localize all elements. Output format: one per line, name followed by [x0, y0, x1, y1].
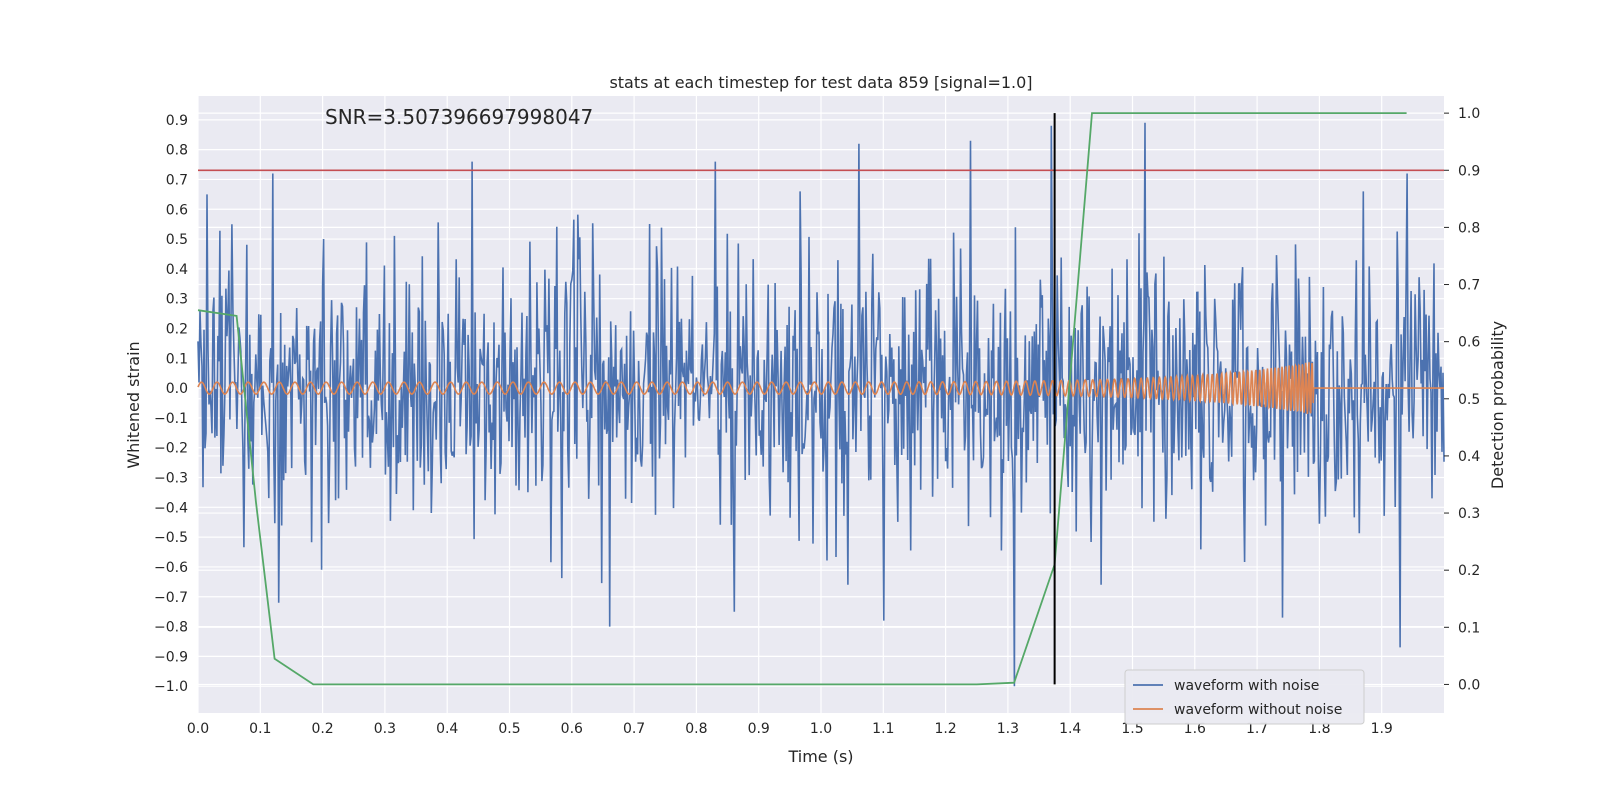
x-tick-label: 1.7: [1246, 721, 1268, 737]
y-left-tick-label: 0.0: [166, 381, 188, 397]
x-tick-label: 1.1: [872, 721, 894, 737]
y-right-tick-label: 0.8: [1458, 220, 1480, 236]
y-left-tick-label: −0.3: [154, 471, 188, 487]
y-axis-right-label: Detection probability: [1488, 321, 1507, 489]
y-right-tick-label: 0.5: [1458, 392, 1480, 408]
series-detection-probability: [197, 112, 1407, 686]
x-tick-label: 0.9: [748, 721, 770, 737]
legend-box: [1124, 669, 1365, 725]
x-tick-label: 1.8: [1308, 721, 1330, 737]
x-tick-label: 0.0: [187, 721, 209, 737]
chart-title: stats at each timestep for test data 859…: [609, 73, 1032, 92]
y-right-tick-label: 0.3: [1458, 506, 1480, 522]
series-waveform-without-noise: [197, 362, 1444, 414]
y-left-tick-label: 0.4: [166, 262, 188, 278]
x-axis-ticks: 0.0 0.1 0.2 0.3 0.4 0.5 0.6 0.7 0.8 0.9 1.0 1.1 1.2 1…: [187, 721, 1393, 737]
x-tick-label: 0.7: [623, 721, 645, 737]
y-left-tick-label: 0.6: [166, 202, 188, 218]
y-right-tick-label: 0.9: [1458, 163, 1480, 179]
y-right-tick-label: 0.2: [1458, 563, 1480, 579]
y-left-tick-label: −0.7: [154, 590, 188, 606]
y-left-tick-label: −0.6: [154, 560, 188, 576]
x-tick-label: 0.4: [436, 721, 458, 737]
y-axis-left-label: Whitened strain: [124, 341, 143, 468]
y-left-tick-label: −0.9: [154, 649, 188, 665]
x-tick-label: 1.5: [1121, 721, 1143, 737]
legend: waveform with noise waveform without noi…: [1124, 669, 1365, 725]
x-tick-label: 0.3: [374, 721, 396, 737]
y-right-tick-label: 0.4: [1458, 449, 1480, 465]
x-tick-label: 1.6: [1184, 721, 1206, 737]
snr-annotation: SNR=3.507396697998047: [325, 105, 593, 129]
y-right-tick-label: 1.0: [1458, 106, 1480, 122]
y-left-tick-label: −0.5: [154, 530, 188, 546]
y-axis-left-ticks: 0.9 0.8 0.7 0.6 0.5 0.4 0.3 0.2 0.1 0.0 −0.1 −0.2 −0…: [154, 113, 188, 695]
y-right-tick-label: 0.7: [1458, 278, 1480, 294]
y-left-tick-label: 0.7: [166, 172, 188, 188]
x-tick-label: 1.0: [810, 721, 832, 737]
legend-label-clean: waveform without noise: [1174, 702, 1342, 718]
x-tick-label: 1.9: [1371, 721, 1393, 737]
x-tick-label: 0.6: [561, 721, 583, 737]
y-right-tick-label: 0.0: [1458, 677, 1480, 693]
y-left-tick-label: 0.3: [166, 292, 188, 308]
x-tick-label: 1.4: [1059, 721, 1081, 737]
y-left-tick-label: 0.1: [166, 351, 188, 367]
x-tick-label: 0.1: [249, 721, 271, 737]
x-tick-label: 0.8: [685, 721, 707, 737]
y-left-tick-label: −0.8: [154, 620, 188, 636]
x-tick-label: 1.3: [997, 721, 1019, 737]
y-right-tick-label: 0.6: [1458, 335, 1480, 351]
x-tick-label: 0.5: [498, 721, 520, 737]
y-right-tick-label: 0.1: [1458, 620, 1480, 636]
y-left-tick-label: 0.9: [166, 113, 188, 129]
y-left-tick-label: 0.8: [166, 143, 188, 159]
y-left-tick-label: −1.0: [154, 679, 188, 695]
series-waveform-with-noise: [197, 122, 1445, 687]
x-axis-label: Time (s): [787, 747, 853, 766]
x-tick-label: 0.2: [311, 721, 333, 737]
y-left-tick-label: −0.4: [154, 500, 188, 516]
y-left-tick-label: −0.1: [154, 411, 188, 427]
y-left-tick-label: 0.2: [166, 321, 188, 337]
x-tick-label: 1.2: [934, 721, 956, 737]
legend-label-noise: waveform with noise: [1174, 678, 1319, 694]
y-left-tick-label: 0.5: [166, 232, 188, 248]
y-left-tick-label: −0.2: [154, 441, 188, 457]
y-axis-right-ticks: 1.0 0.9 0.8 0.7 0.6 0.5 0.4 0.3 0.2 0.1 0.0: [1444, 106, 1480, 693]
